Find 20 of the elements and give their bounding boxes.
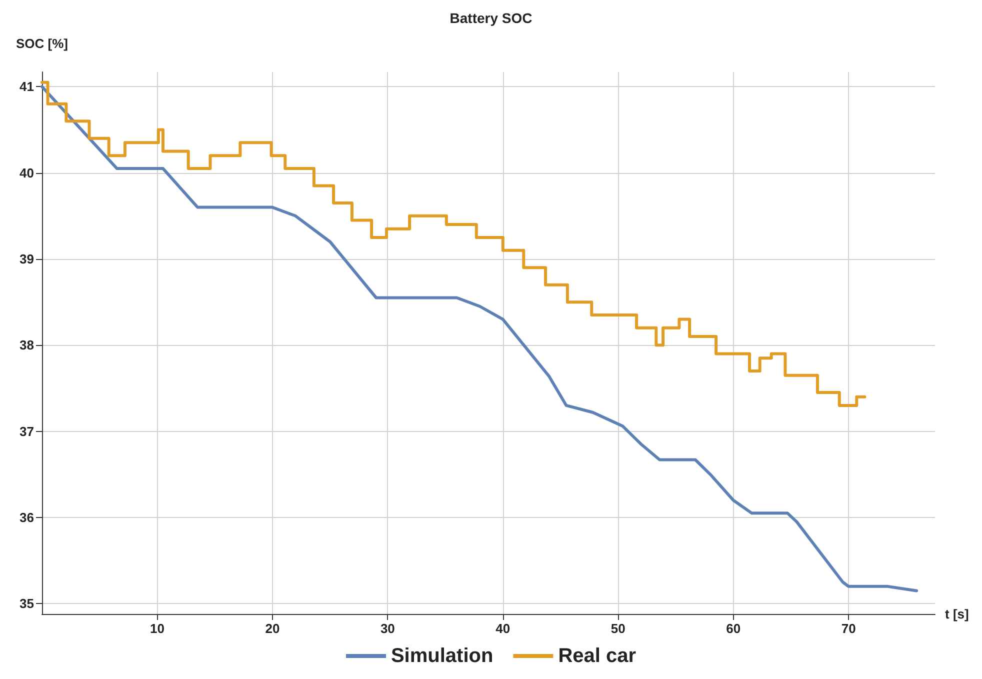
line-series [40,85,918,592]
x-tick-label: 60 [726,621,741,636]
legend-label: Real car [558,645,636,667]
x-tick-label: 10 [150,621,164,636]
x-tick-label: 70 [841,621,856,636]
y-tick-label: 38 [20,338,34,353]
y-tick-label: 40 [20,165,34,180]
x-tick-label: 50 [610,621,626,636]
x-tick-label: 40 [496,621,510,636]
x-tick-label: 30 [380,621,395,636]
y-tick-label: 37 [20,424,34,439]
y-tick-label: 41 [20,79,34,94]
y-tick-label: 39 [20,251,34,266]
y-tick-label: 36 [20,510,34,525]
x-tick-label: 20 [265,621,280,636]
y-axis-title: SOC [%] [16,36,68,51]
legend-label: Simulation [390,645,494,667]
x-axis-title: t [s] [945,606,969,622]
y-tick-label: 35 [20,596,34,612]
chart-title: Battery SOC [450,10,532,26]
